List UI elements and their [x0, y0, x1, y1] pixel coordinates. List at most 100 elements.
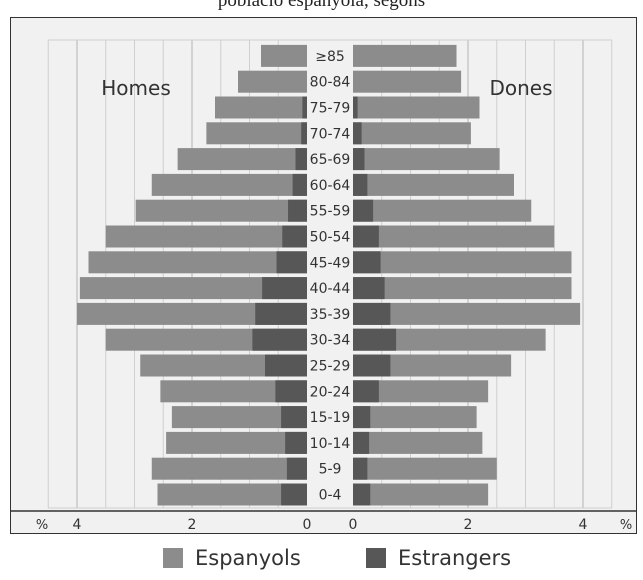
category-label-35-39: 35-39 — [310, 307, 351, 323]
bar-women-estrangers-70-74 — [353, 122, 362, 145]
category-label-10-14: 10-14 — [310, 436, 351, 452]
bar-men-estrangers-75-79 — [302, 96, 307, 119]
bar-women-estrangers-30-34 — [353, 328, 397, 351]
bar-men-espanyols-65-69 — [177, 148, 307, 171]
bar-women-estrangers-25-29 — [353, 354, 391, 377]
bar-women-espanyols-65-69 — [353, 148, 500, 171]
chart-frame — [10, 17, 637, 534]
category-label-30-34: 30-34 — [310, 333, 351, 349]
side-label-homes: Homes — [101, 76, 170, 100]
bar-men-espanyols-55-59 — [135, 199, 307, 222]
category-label-20-24: 20-24 — [310, 384, 351, 400]
bar-women-espanyols-80-84 — [353, 70, 462, 93]
bar-women-espanyols-45-49 — [353, 251, 572, 274]
bar-men-estrangers-40-44 — [262, 277, 307, 300]
bar-women-espanyols-10-14 — [353, 431, 483, 454]
bar-men-espanyols-≥85 — [261, 44, 307, 67]
bar-women-espanyols-40-44 — [353, 277, 572, 300]
legend-item-estrangers: Estrangers — [366, 546, 511, 570]
bar-men-estrangers-45-49 — [276, 251, 307, 274]
category-label-55-59: 55-59 — [310, 204, 351, 220]
bar-men-estrangers-15-19 — [281, 406, 307, 429]
bar-men-espanyols-80-84 — [238, 70, 307, 93]
bar-men-estrangers-35-39 — [255, 302, 307, 325]
header-text-fragment: població espanyola, segons — [0, 0, 643, 16]
bar-men-estrangers-65-69 — [295, 148, 307, 171]
bar-men-estrangers-60-64 — [292, 173, 307, 196]
category-label-15-19: 15-19 — [310, 410, 351, 426]
bar-women-espanyols-50-54 — [353, 225, 555, 248]
bar-men-espanyols-60-64 — [151, 173, 307, 196]
bar-men-estrangers-5-9 — [286, 457, 307, 480]
bar-women-espanyols-15-19 — [353, 406, 477, 429]
bar-women-espanyols-30-34 — [353, 328, 546, 351]
tick-label-right-0: 0 — [349, 517, 358, 533]
header-text: població espanyola, segons — [217, 0, 426, 11]
legend-label-estrangers: Estrangers — [398, 546, 512, 570]
bar-men-espanyols-40-44 — [79, 277, 307, 300]
bar-women-estrangers-5-9 — [353, 457, 368, 480]
bar-women-espanyols-25-29 — [353, 354, 512, 377]
tick-label-right-2: 2 — [464, 517, 473, 533]
bar-men-espanyols-10-14 — [166, 431, 307, 454]
bar-women-espanyols-70-74 — [353, 122, 471, 145]
bar-men-espanyols-50-54 — [105, 225, 307, 248]
bar-women-estrangers-55-59 — [353, 199, 374, 222]
bar-women-espanyols-20-24 — [353, 380, 489, 403]
population-pyramid-chart: 0-4 5-9 10-14 15-19 20-24 25-29 30-34 35-39 40-4… — [10, 39, 637, 533]
bar-women-estrangers-60-64 — [353, 173, 368, 196]
bar-women-estrangers-40-44 — [353, 277, 385, 300]
chart-legend: Espanyols Estrangers — [0, 546, 643, 580]
category-label-45-49: 45-49 — [310, 255, 351, 271]
bar-women-estrangers-50-54 — [353, 225, 379, 248]
category-label-25-29: 25-29 — [310, 359, 351, 375]
axis-unit-label-left: % — [36, 518, 48, 533]
bar-women-estrangers-45-49 — [353, 251, 381, 274]
category-label-75-79: 75-79 — [310, 101, 351, 117]
bar-women-estrangers-65-69 — [353, 148, 365, 171]
category-label-50-54: 50-54 — [310, 230, 351, 246]
side-label-dones: Dones — [489, 76, 552, 100]
category-label-60-64: 60-64 — [310, 178, 351, 194]
legend-swatch-espanyols — [163, 548, 183, 568]
bar-men-espanyols-20-24 — [160, 380, 307, 403]
category-label-5-9: 5-9 — [319, 462, 342, 478]
tick-label-right-4: 4 — [579, 517, 588, 533]
bar-women-estrangers-0-4 — [353, 483, 371, 506]
bar-men-espanyols-75-79 — [215, 96, 307, 119]
bar-women-estrangers-35-39 — [353, 302, 391, 325]
category-label-65-69: 65-69 — [310, 152, 351, 168]
bar-men-estrangers-70-74 — [301, 122, 307, 145]
bar-men-estrangers-50-54 — [282, 225, 307, 248]
bar-men-espanyols-5-9 — [151, 457, 307, 480]
tick-label-left-2: 2 — [188, 517, 197, 533]
legend-item-espanyols: Espanyols — [163, 546, 301, 570]
legend-swatch-estrangers — [366, 548, 386, 568]
legend-label-espanyols: Espanyols — [195, 546, 301, 570]
tick-label-left-4: 4 — [73, 517, 82, 533]
bar-men-estrangers-30-34 — [252, 328, 307, 351]
bar-men-estrangers-0-4 — [281, 483, 307, 506]
axis-unit-label-right: % — [620, 518, 632, 533]
category-label-40-44: 40-44 — [310, 281, 351, 297]
bar-men-estrangers-20-24 — [275, 380, 307, 403]
bar-women-estrangers-10-14 — [353, 431, 370, 454]
bar-men-estrangers-25-29 — [265, 354, 307, 377]
bar-women-espanyols-60-64 — [353, 173, 514, 196]
bar-women-espanyols-0-4 — [353, 483, 489, 506]
bar-women-estrangers-20-24 — [353, 380, 379, 403]
bar-women-espanyols-5-9 — [353, 457, 497, 480]
bar-women-espanyols-55-59 — [353, 199, 532, 222]
bar-women-estrangers-15-19 — [353, 406, 371, 429]
bar-women-espanyols-≥85 — [353, 44, 457, 67]
category-label-70-74: 70-74 — [310, 126, 351, 142]
bar-men-estrangers-55-59 — [288, 199, 307, 222]
bar-women-estrangers-75-79 — [353, 96, 358, 119]
bar-men-espanyols-15-19 — [171, 406, 307, 429]
bar-women-espanyols-75-79 — [353, 96, 480, 119]
bar-women-espanyols-35-39 — [353, 302, 581, 325]
category-label-0-4: 0-4 — [319, 488, 342, 504]
bar-men-estrangers-10-14 — [285, 431, 307, 454]
bar-men-espanyols-45-49 — [88, 251, 307, 274]
tick-label-left-0: 0 — [303, 517, 312, 533]
